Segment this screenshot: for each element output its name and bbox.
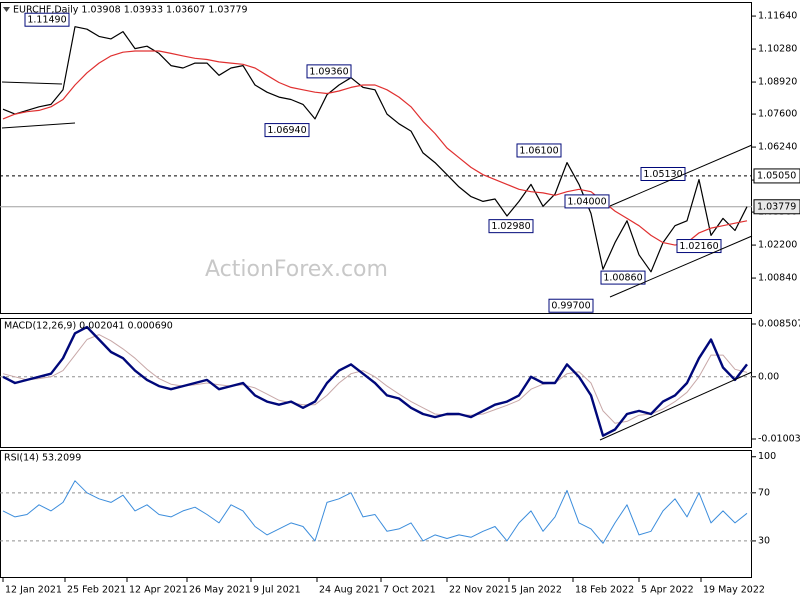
annotation-box <box>306 64 352 79</box>
annotation-label: 0.99700 <box>551 301 590 312</box>
annotation-box <box>564 194 610 209</box>
y-tick-label: 1.08920 <box>758 77 797 88</box>
annotation-box <box>516 143 562 158</box>
level-label-box <box>753 199 800 215</box>
x-tick-label: 24 Aug 2021 <box>319 585 380 596</box>
x-tick-label: 18 Feb 2022 <box>575 585 634 596</box>
annotation-label: 1.04000 <box>567 196 606 207</box>
watermark: ActionForex.com <box>205 257 388 282</box>
trend-line <box>1 81 63 85</box>
annotation-label: 1.05130 <box>643 169 682 180</box>
panel-title: MACD(12,26,9) 0.002041 0.000690 <box>4 321 173 332</box>
level-label: 1.05050 <box>757 170 796 181</box>
panel-frame <box>0 450 752 578</box>
annotation-box <box>24 12 70 27</box>
y-tick-label: 1.06240 <box>758 142 797 153</box>
series-line <box>2 480 748 544</box>
macd-trend-line <box>599 371 753 441</box>
x-tick-label: 22 Nov 2021 <box>449 585 510 596</box>
annotation-box <box>600 270 646 285</box>
x-tick-label: 5 Jan 2022 <box>511 585 562 596</box>
y-tick-label: 70 <box>758 487 770 498</box>
trend-lines <box>1 81 753 441</box>
series-line <box>2 50 748 246</box>
annotation-box <box>548 298 594 313</box>
level-label-box <box>753 168 800 184</box>
annotation-label: 1.02980 <box>491 221 530 232</box>
series-line <box>2 26 748 273</box>
channel-line <box>609 235 753 298</box>
panel-frame <box>0 318 752 448</box>
annotation-label: 1.09360 <box>309 66 348 77</box>
y-tick-label: 30 <box>758 535 770 546</box>
annotation-label: 1.11490 <box>27 15 66 26</box>
x-tick-label: 12 Jan 2021 <box>5 585 62 596</box>
x-tick-label: 19 May 2022 <box>703 585 765 596</box>
y-tick-label: 1.10280 <box>758 44 797 55</box>
y-tick-label: 1.11640 <box>758 11 797 22</box>
y-tick-label: 1.07600 <box>758 109 797 120</box>
annotation-label: 1.06940 <box>267 125 306 136</box>
panel-frame <box>0 2 752 314</box>
y-tick-label: 0.00 <box>758 371 779 382</box>
x-tick-label: 9 Jul 2021 <box>253 585 301 596</box>
panel-title: EURCHF,Daily 1.03908 1.03933 1.03607 1.0… <box>13 5 248 16</box>
series-line <box>2 334 748 424</box>
y-tick-label: 0.008507 <box>758 318 800 329</box>
annotation-box <box>488 219 534 234</box>
annotation-box <box>676 239 722 254</box>
annotation-label: 1.00860 <box>603 273 642 284</box>
x-tick-label: 25 Feb 2021 <box>67 585 126 596</box>
y-tick-label: -0.010034 <box>758 433 800 444</box>
trend-line <box>1 122 76 129</box>
panel-title: RSI(14) 53.2099 <box>4 453 81 464</box>
annotation-label: 1.06100 <box>519 145 558 156</box>
channel-line <box>609 144 753 207</box>
x-tick-label: 26 May 2021 <box>189 585 251 596</box>
y-tick-label: 1.00840 <box>758 273 797 284</box>
symbol-icon <box>3 7 10 12</box>
series-line <box>2 325 748 437</box>
y-tick-label: 1.02200 <box>758 240 797 251</box>
x-tick-label: 5 Apr 2022 <box>641 585 694 596</box>
x-tick-label: 12 Apr 2021 <box>129 585 188 596</box>
x-tick-label: 7 Oct 2021 <box>383 585 436 596</box>
annotation-label: 1.02160 <box>679 241 718 252</box>
annotation-box <box>264 123 310 138</box>
level-label: 1.03779 <box>757 201 796 212</box>
y-tick-label: 100 <box>758 451 776 462</box>
